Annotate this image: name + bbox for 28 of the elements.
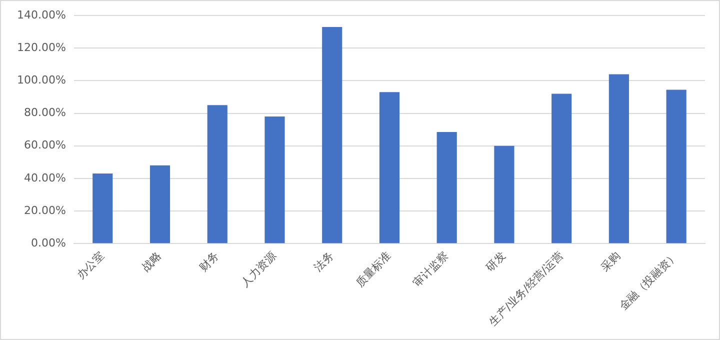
y-tick-label: 120.00% xyxy=(16,41,66,54)
x-tick-label: 审计监察 xyxy=(410,249,451,290)
x-tick-label: 法务 xyxy=(311,249,336,274)
bar xyxy=(552,94,572,244)
bar xyxy=(494,146,514,244)
bar xyxy=(436,132,457,244)
x-tick-label: 战略 xyxy=(139,249,164,274)
x-tick-label: 人力资源 xyxy=(238,249,279,290)
bar xyxy=(264,116,285,244)
y-tick-label: 140.00% xyxy=(16,8,66,22)
bar xyxy=(322,27,342,244)
x-tick-label: 办公室 xyxy=(74,249,107,282)
x-tick-label: 研发 xyxy=(484,249,508,274)
bar xyxy=(150,165,170,244)
x-tick-label: 财务 xyxy=(196,249,222,274)
y-tick-label: 60.00% xyxy=(24,138,66,152)
bar xyxy=(666,90,686,244)
x-tick-label: 质量标准 xyxy=(353,249,394,290)
y-tick-label: 100.00% xyxy=(16,74,66,87)
y-tick-label: 40.00% xyxy=(24,171,66,184)
bar xyxy=(379,92,400,244)
y-tick-label: 20.00% xyxy=(24,204,66,217)
bar xyxy=(207,105,228,244)
x-tick-label: 采购 xyxy=(598,249,624,274)
bar xyxy=(92,174,113,244)
y-tick-label: 0.00% xyxy=(30,236,66,250)
y-tick-label: 80.00% xyxy=(24,106,66,120)
bar xyxy=(608,74,629,244)
